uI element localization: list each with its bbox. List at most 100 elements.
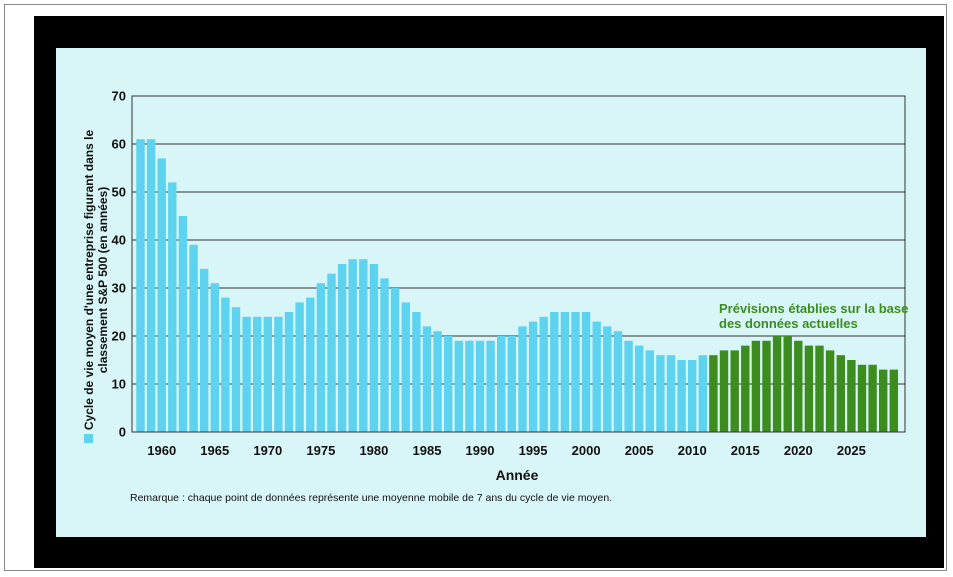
x-tick-label: 1960 — [147, 443, 176, 458]
x-axis-title: Année — [496, 467, 539, 483]
historical-bar — [284, 312, 294, 432]
historical-bar — [486, 340, 495, 432]
y-tick-label: 20 — [112, 329, 126, 344]
historical-bar — [306, 297, 315, 432]
x-tick-label: 2020 — [784, 443, 813, 458]
historical-bar — [157, 158, 166, 432]
historical-bar — [592, 321, 601, 432]
historical-bar — [189, 244, 198, 432]
historical-bar — [380, 278, 389, 432]
historical-bar — [613, 331, 623, 432]
y-tick-label: 70 — [112, 89, 126, 104]
y-tick-label: 10 — [112, 377, 126, 392]
forecast-bar — [783, 336, 792, 432]
historical-bar — [433, 331, 442, 432]
bars — [136, 139, 898, 432]
historical-bar — [359, 259, 368, 432]
x-tick-label: 2005 — [625, 443, 654, 458]
plot-border — [131, 95, 906, 433]
forecast-bar — [772, 336, 782, 432]
x-tick-labels: 1960 1965 1970 1975 1980 1985 1990 1995 2000 2005… — [147, 443, 866, 458]
historical-bar — [401, 302, 410, 432]
historical-bar — [528, 321, 538, 432]
y-tick-label: 40 — [112, 233, 126, 248]
historical-bar — [136, 139, 145, 432]
historical-bar — [550, 312, 559, 432]
forecast-bar — [719, 350, 729, 432]
x-tick-label: 2000 — [572, 443, 601, 458]
historical-bar — [698, 355, 707, 432]
historical-bar — [337, 264, 347, 432]
forecast-bar — [730, 350, 739, 432]
historical-bar — [316, 283, 326, 432]
historical-bar — [497, 336, 506, 432]
y-tick-labels: 0 10 20 30 40 50 60 70 — [112, 89, 126, 440]
historical-bar — [231, 307, 241, 432]
historical-bar — [666, 355, 676, 432]
historical-bar — [242, 316, 251, 432]
historical-bar — [369, 264, 379, 432]
historical-bar — [168, 182, 177, 432]
forecast-bar — [762, 340, 771, 432]
historical-bar — [656, 355, 665, 432]
forecast-bar — [751, 340, 761, 432]
historical-bar — [200, 268, 209, 432]
historical-bar — [327, 273, 336, 432]
forecast-bar — [868, 364, 877, 432]
legend-marker — [84, 434, 93, 443]
historical-bar — [475, 340, 485, 432]
historical-bar — [571, 312, 580, 432]
x-tick-label: 1990 — [466, 443, 495, 458]
x-tick-label: 2010 — [678, 443, 707, 458]
y-axis-title: Cycle de vie moyen d'une entreprise figu… — [82, 130, 110, 431]
forecast-bar — [847, 360, 856, 432]
x-tick-label: 1970 — [253, 443, 282, 458]
historical-bar — [444, 336, 453, 432]
forecast-bar — [741, 345, 750, 432]
historical-bar — [677, 360, 686, 432]
forecast-bar — [815, 345, 824, 432]
historical-bar — [274, 316, 283, 432]
y-axis-title-line-2: classement S&P 500 (en années) — [96, 187, 110, 374]
historical-bar — [295, 302, 304, 432]
historical-bar — [178, 216, 188, 432]
x-tick-label: 2015 — [731, 443, 760, 458]
y-tick-label: 50 — [112, 185, 126, 200]
x-tick-label: 1965 — [200, 443, 229, 458]
historical-bar — [348, 259, 357, 432]
historical-bar — [454, 340, 463, 432]
historical-bar — [465, 340, 474, 432]
chart-note: Remarque : chaque point de données repré… — [130, 492, 612, 504]
historical-bar — [518, 326, 527, 432]
y-axis-title-line-1: Cycle de vie moyen d'une entreprise figu… — [82, 130, 96, 431]
historical-bar — [263, 316, 272, 432]
historical-bar — [507, 336, 516, 432]
forecast-bar — [889, 369, 898, 432]
historical-bar — [146, 139, 156, 432]
forecast-bar — [836, 355, 845, 432]
historical-bar — [635, 345, 644, 432]
historical-bar — [688, 360, 697, 432]
forecast-bar — [794, 340, 803, 432]
forecast-label-line-2: des données actuelles — [719, 316, 858, 331]
y-tick-label: 0 — [119, 425, 126, 440]
x-tick-label: 1985 — [413, 443, 442, 458]
historical-bar — [422, 326, 432, 432]
forecast-bar — [804, 345, 814, 432]
forecast-bar — [879, 369, 888, 432]
historical-bar — [560, 312, 570, 432]
x-tick-label: 2025 — [837, 443, 866, 458]
historical-bar — [539, 316, 548, 432]
historical-bar — [253, 316, 262, 432]
x-tick-label: 1995 — [519, 443, 548, 458]
historical-bar — [412, 312, 421, 432]
x-tick-label: 1975 — [306, 443, 335, 458]
historical-bar — [624, 340, 633, 432]
historical-bar — [603, 326, 612, 432]
y-tick-label: 30 — [112, 281, 126, 296]
y-tick-label: 60 — [112, 137, 126, 152]
forecast-bar — [857, 364, 867, 432]
forecast-label-line-1: Prévisions établies sur la base — [719, 301, 908, 316]
historical-bar — [221, 297, 230, 432]
